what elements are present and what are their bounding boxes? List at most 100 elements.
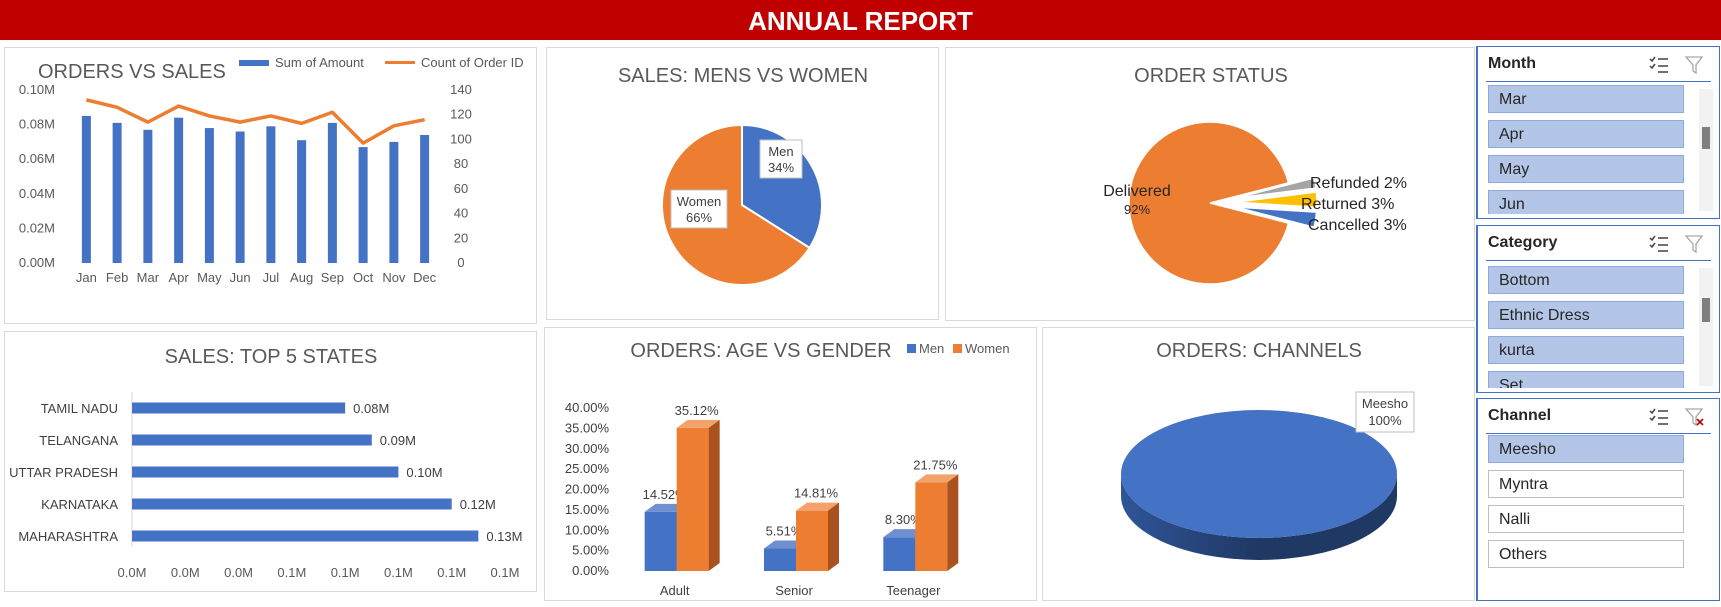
- legend-swatch-amount: [239, 60, 269, 66]
- bar-teenager-women-side: [947, 474, 959, 571]
- pie-slice-meesho: [1121, 410, 1397, 538]
- slicer-scrollbar[interactable]: [1699, 89, 1713, 211]
- order-status-chart: ORDER STATUS Delivered 92% Refunded 2% R…: [1103, 65, 1407, 285]
- clear-filter-icon[interactable]: [1684, 407, 1706, 427]
- data-label-meesho: Meesho 100%: [1355, 391, 1415, 433]
- y-tick-label: 20.00%: [565, 482, 610, 497]
- slicer-item-ethnic-dress[interactable]: Ethnic Dress: [1488, 301, 1684, 329]
- multi-select-icon[interactable]: [1648, 407, 1670, 427]
- y2-tick-label: 120: [450, 107, 472, 122]
- channel-slicer[interactable]: Channel Meesho Myntra Nalli Others: [1476, 398, 1720, 601]
- slicer-title: Channel: [1488, 407, 1552, 424]
- data-label: 0.09M: [380, 433, 416, 448]
- y2-tick-label: 60: [454, 181, 468, 196]
- x-tick-label: 0.1M: [491, 565, 520, 580]
- slicer-scroll-thumb[interactable]: [1702, 127, 1710, 149]
- x-tick-label: Jul: [263, 270, 280, 285]
- pie-slice-delivered: [1128, 121, 1290, 285]
- data-value-delivered: 92%: [1124, 202, 1150, 217]
- bar-maharashtra: [132, 530, 479, 542]
- multi-select-icon[interactable]: [1648, 55, 1670, 75]
- order-status-panel: ORDER STATUS Delivered 92% Refunded 2% R…: [945, 47, 1475, 321]
- slicer-divider: [1486, 433, 1711, 434]
- chart-title: ORDERS: CHANNELS: [1156, 340, 1362, 362]
- slicer-item-others[interactable]: Others: [1488, 540, 1684, 568]
- bar-sep: [327, 122, 337, 264]
- pie-slice-cancelled: [1235, 206, 1318, 229]
- data-label: 35.12%: [675, 403, 720, 418]
- bar-tamil-nadu: [132, 402, 346, 414]
- bar-jun: [235, 131, 245, 263]
- data-label: 0.08M: [353, 401, 389, 416]
- age-vs-gender-panel: ORDERS: AGE VS GENDER Men Women 0.00% 5.0…: [544, 327, 1037, 601]
- y-tick-label: 5.00%: [572, 543, 609, 558]
- y-tick-label: 40.00%: [565, 400, 610, 415]
- pie-slice-refunded: [1235, 177, 1317, 199]
- slicer-item-jun[interactable]: Jun: [1488, 190, 1684, 214]
- y-tick-label: 0.00M: [19, 255, 55, 270]
- category-label: UTTAR PRADESH: [9, 465, 118, 480]
- bar-mar: [143, 129, 153, 263]
- data-label: 21.75%: [913, 457, 958, 472]
- bar-telangana: [132, 434, 372, 446]
- chart-title: ORDER STATUS: [1134, 65, 1288, 87]
- report-banner: ANNUAL REPORT: [0, 0, 1721, 40]
- chart-title: ORDERS VS SALES: [38, 61, 226, 83]
- slicer-item-mar[interactable]: Mar: [1488, 85, 1684, 113]
- y-tick-label: 0.04M: [19, 186, 55, 201]
- data-label: 8.30%: [885, 512, 922, 527]
- slicer-item-bottom[interactable]: Bottom: [1488, 266, 1684, 294]
- bar-teenager-women: [915, 482, 948, 571]
- month-slicer[interactable]: Month Mar Apr May Jun: [1476, 46, 1720, 219]
- channels-panel: ORDERS: CHANNELS Meesho 100%: [1042, 327, 1475, 601]
- x-tick-label: 0.1M: [331, 565, 360, 580]
- y-tick-label: 15.00%: [565, 502, 610, 517]
- bar-adult-women-top: [676, 419, 720, 428]
- slicer-item-apr[interactable]: Apr: [1488, 120, 1684, 148]
- data-label-men: Men 34%: [759, 139, 803, 179]
- category-label: KARNATAKA: [41, 497, 118, 512]
- slicer-list: Bottom Ethnic Dress kurta Set: [1478, 266, 1698, 388]
- multi-select-icon[interactable]: [1648, 234, 1670, 254]
- pie-slice-returned: [1235, 191, 1318, 209]
- legend-swatch-women: [953, 344, 962, 353]
- x-tick-label: Sep: [321, 270, 344, 285]
- svg-text:100%: 100%: [1368, 413, 1402, 428]
- slicer-item-meesho[interactable]: Meesho: [1488, 435, 1684, 463]
- y2-tick-label: 40: [454, 206, 468, 221]
- chart-title: SALES: TOP 5 STATES: [165, 346, 378, 368]
- svg-text:Men: Men: [768, 144, 793, 159]
- bar-oct: [358, 147, 368, 263]
- x-tick-label: 0.0M: [118, 565, 147, 580]
- category-slicer[interactable]: Category Bottom Ethnic Dress kurta Set: [1476, 225, 1720, 393]
- pie-slice-women: [661, 123, 811, 286]
- slicer-item-myntra[interactable]: Myntra: [1488, 470, 1684, 498]
- slicer-item-nalli[interactable]: Nalli: [1488, 505, 1684, 533]
- slicer-item-may[interactable]: May: [1488, 155, 1684, 183]
- slicer-scrollbar[interactable]: [1699, 268, 1713, 386]
- y-tick-label: 25.00%: [565, 461, 610, 476]
- bar-teenager-women-top: [915, 474, 959, 483]
- slicer-item-set[interactable]: Set: [1488, 371, 1684, 388]
- y-tick-label: 35.00%: [565, 420, 610, 435]
- top-states-panel: SALES: TOP 5 STATES TAMIL NADU 0.08M TELAN…: [4, 331, 537, 592]
- bar-uttar-pradesh: [132, 466, 399, 478]
- bar-aug: [297, 140, 307, 263]
- clear-filter-icon[interactable]: [1684, 234, 1706, 254]
- bar-apr: [174, 117, 184, 264]
- bar-senior-men: [764, 548, 796, 571]
- x-tick-label: Feb: [106, 270, 128, 285]
- bar-jul: [266, 126, 276, 263]
- y-tick-label: 0.02M: [19, 220, 55, 235]
- clear-filter-icon[interactable]: [1684, 55, 1706, 75]
- data-label: 0.13M: [486, 529, 522, 544]
- x-tick-label: 0.0M: [224, 565, 253, 580]
- data-label-women: Women 66%: [670, 189, 728, 229]
- orders-vs-sales-panel: ORDERS VS SALES Sum of Amount Count of O…: [4, 47, 537, 324]
- mens-vs-women-panel: SALES: MENS VS WOMEN Men 34% Women 66%: [546, 47, 939, 320]
- slicer-scroll-thumb[interactable]: [1702, 298, 1710, 322]
- x-tick-label: Senior: [775, 583, 813, 598]
- x-tick-label: 0.1M: [277, 565, 306, 580]
- top-states-chart: SALES: TOP 5 STATES TAMIL NADU 0.08M TELAN…: [9, 346, 522, 580]
- slicer-item-kurta[interactable]: kurta: [1488, 336, 1684, 364]
